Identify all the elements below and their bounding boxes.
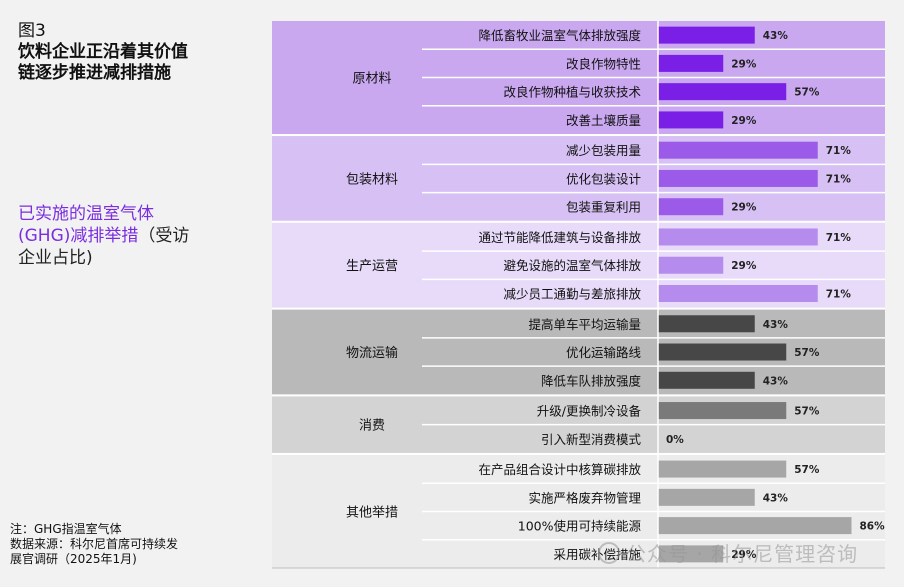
- bar: [658, 228, 818, 246]
- bar-value-label: 86%: [860, 521, 886, 533]
- subtitle-accent: 已实施的温室气体(GHG)减排举措: [18, 204, 154, 246]
- group-label: 原材料: [352, 72, 391, 87]
- bar-category-label: 通过节能降低建筑与设备排放: [478, 230, 641, 245]
- bar: [658, 343, 787, 361]
- subtitle-rest: （受访企业占比): [18, 226, 190, 268]
- bar-value-label: 43%: [763, 492, 789, 504]
- bar-value-label: 57%: [794, 464, 820, 476]
- figure-label: 图3: [18, 21, 46, 41]
- bar-category-label: 包装重复利用: [566, 200, 641, 215]
- bar-category-label: 100%使用可持续能源: [518, 519, 642, 534]
- group-label: 生产运营: [346, 259, 398, 274]
- bar: [658, 315, 755, 333]
- bar: [658, 54, 724, 72]
- bar: [658, 26, 755, 44]
- group-label: 物流运输: [346, 345, 398, 361]
- footnote-source-2: 展官调研（2025年1月): [10, 552, 137, 566]
- figure-title: 饮料企业正沿着其价值 链逐步推进减排措施: [18, 42, 188, 83]
- bar-category-label: 升级/更换制冷设备: [537, 404, 642, 419]
- bar: [658, 256, 724, 274]
- bar-value-label: 71%: [826, 289, 852, 301]
- bar-value-label: 43%: [763, 375, 789, 387]
- bar: [658, 169, 818, 187]
- group-divider: [272, 307, 885, 310]
- bar-category-label: 引入新型消费模式: [541, 432, 642, 447]
- chart-subtitle: 已实施的温室气体(GHG)减排举措（受访企业占比): [18, 203, 203, 269]
- bar-category-label: 改良作物种植与收获技术: [503, 85, 641, 100]
- bar-category-label: 实施严格废弃物管理: [528, 490, 641, 505]
- bar-value-label: 71%: [826, 145, 852, 157]
- bar-category-label: 优化包装设计: [566, 171, 641, 186]
- bar-value-label: 29%: [731, 260, 757, 272]
- bar: [658, 285, 818, 302]
- bar: [658, 545, 724, 563]
- bar-value-label: 43%: [763, 319, 789, 331]
- bar: [658, 460, 787, 478]
- bar-value-label: 29%: [731, 202, 757, 214]
- group-divider: [272, 394, 885, 397]
- group-divider: [272, 134, 885, 137]
- bar-value-label: 29%: [731, 115, 757, 127]
- group-label: 其他举措: [346, 505, 398, 520]
- bar-value-label: 57%: [794, 406, 820, 418]
- wechat-icon: [598, 542, 620, 564]
- bar: [658, 141, 818, 159]
- bar-value-label: 71%: [826, 173, 852, 185]
- bar-category-label: 降低畜牧业温室气体排放强度: [478, 28, 641, 43]
- bar: [658, 371, 755, 389]
- group-divider: [272, 220, 885, 223]
- bar-value-label: 57%: [794, 87, 820, 99]
- bar-category-label: 减少员工通勤与差旅排放: [503, 287, 641, 302]
- group-divider: [272, 452, 885, 455]
- bar: [658, 488, 755, 506]
- bar-value-label: 0%: [666, 434, 684, 446]
- footnote-note: 注：GHG指温室气体: [10, 522, 122, 536]
- bar-value-label: 71%: [826, 232, 852, 244]
- bar-category-label: 减少包装用量: [566, 143, 641, 158]
- footnotes: 注：GHG指温室气体 数据来源：科尔尼首席可持续发 展官调研（2025年1月): [10, 522, 260, 567]
- group-label: 消费: [359, 419, 385, 434]
- bar-category-label: 提高单车平均运输量: [528, 317, 641, 332]
- footnote-source-1: 数据来源：科尔尼首席可持续发: [10, 537, 179, 551]
- bar-value-label: 43%: [763, 30, 789, 42]
- bar-category-label: 避免设施的温室气体排放: [503, 258, 641, 273]
- bar-value-label: 29%: [731, 549, 757, 561]
- bar-category-label: 优化运输路线: [566, 345, 642, 360]
- bar-category-label: 改善土壤质量: [566, 113, 641, 128]
- bar: [658, 111, 724, 129]
- bar: [658, 198, 724, 216]
- bar-value-label: 57%: [794, 347, 820, 359]
- bar: [658, 402, 787, 420]
- bar: [658, 517, 852, 535]
- watermark-text: 公众号 · 科尔尼管理咨询: [626, 542, 859, 566]
- bar-value-label: 29%: [731, 58, 757, 70]
- group-label: 包装材料: [346, 172, 398, 187]
- bar-category-label: 在产品组合设计中核算碳排放: [478, 462, 641, 477]
- bar-category-label: 改良作物特性: [566, 56, 641, 71]
- watermark: 公众号 · 科尔尼管理咨询: [598, 538, 858, 567]
- bar-category-label: 降低车队排放强度: [541, 373, 642, 388]
- bar: [658, 83, 787, 101]
